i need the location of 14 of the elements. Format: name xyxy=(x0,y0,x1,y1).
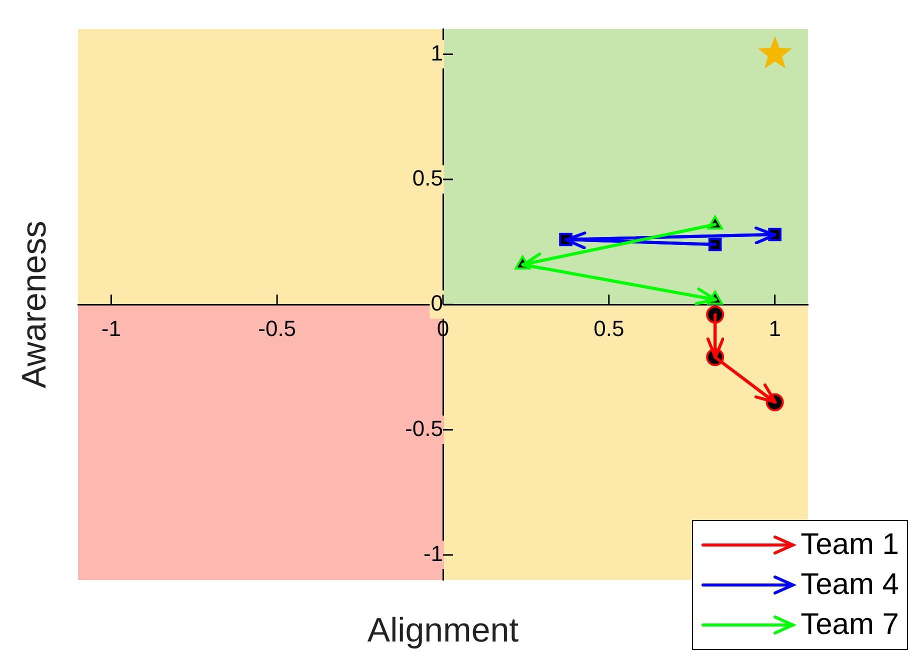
legend-label: Team 4 xyxy=(800,568,899,602)
y-tick-label: -0.5 xyxy=(405,416,443,441)
y-tick-label: 1 xyxy=(430,40,443,66)
x-tick-label: 0.5 xyxy=(594,316,624,341)
x-tick-label: 1 xyxy=(768,316,781,341)
x-tick-label: -0.5 xyxy=(258,316,296,341)
y-axis-title: Awareness xyxy=(15,220,54,388)
x-tick-label: -1 xyxy=(101,316,121,341)
y-tick-label: 0 xyxy=(430,290,443,316)
legend-label: Team 1 xyxy=(800,528,899,562)
legend-label: Team 7 xyxy=(800,608,899,642)
y-tick-label: -1 xyxy=(423,541,443,566)
y-tick-label: 0.5 xyxy=(412,165,443,190)
x-axis-title: Alignment xyxy=(367,611,520,650)
